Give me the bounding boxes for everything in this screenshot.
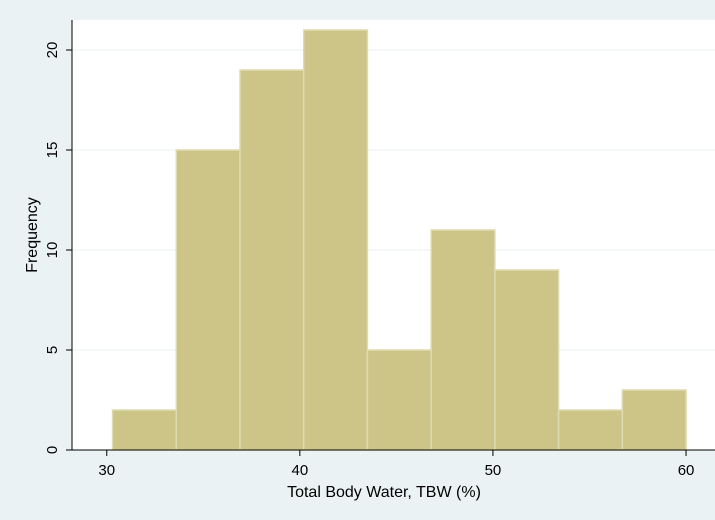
histogram-bar — [366, 349, 432, 451]
histogram-bar — [430, 229, 496, 451]
y-tick-label: 10 — [44, 242, 61, 259]
histogram-bar — [111, 409, 178, 451]
histogram-bar — [302, 29, 369, 451]
x-tick-label: 50 — [485, 462, 502, 479]
x-tick-label: 60 — [678, 462, 695, 479]
y-axis-ticks: 0 5 10 15 20 — [44, 42, 72, 454]
histogram-bar — [557, 409, 624, 451]
histogram-bar — [494, 269, 560, 451]
y-tick-label: 5 — [44, 346, 61, 354]
x-axis-title: Total Body Water, TBW (%) — [287, 484, 481, 501]
x-axis-ticks: 30 40 50 60 — [98, 450, 694, 479]
y-tick-label: 0 — [44, 446, 61, 454]
axes — [71, 20, 715, 451]
y-tick-label: 20 — [44, 42, 61, 59]
x-tick-label: 30 — [98, 462, 115, 479]
histogram-bar — [621, 389, 687, 451]
histogram-bar — [175, 149, 241, 451]
histogram-bar — [239, 69, 305, 451]
x-tick-label: 40 — [292, 462, 309, 479]
y-tick-label: 15 — [44, 142, 61, 159]
y-axis-title: Frequency — [24, 197, 41, 273]
